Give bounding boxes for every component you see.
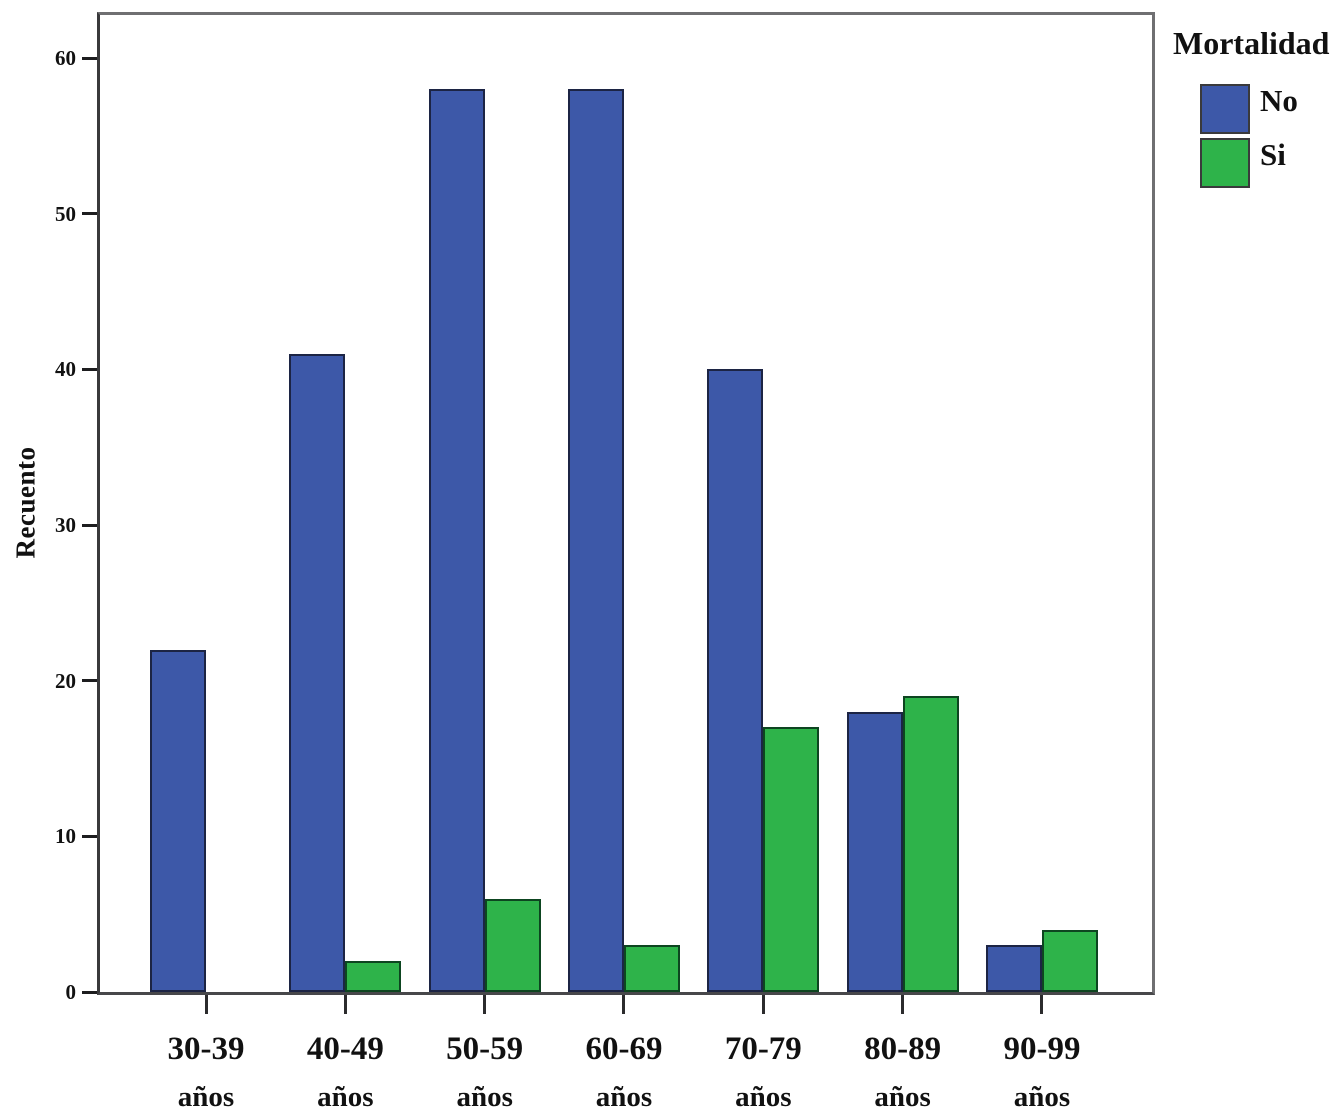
y-tick: [82, 56, 97, 60]
y-tick-label: 0: [65, 980, 77, 1004]
bar-si-50-59: [484, 898, 541, 992]
bar-no-40-49: [289, 353, 346, 992]
y-tick-label: 20: [55, 668, 76, 693]
bar-no-70-79: [707, 369, 764, 992]
y-tick-label: 50: [55, 201, 76, 226]
legend-label-no: No: [1260, 83, 1298, 118]
x-category-label: 80-89 años: [823, 1030, 983, 1110]
x-category-range: 60-69: [585, 1031, 663, 1067]
x-category-label: 70-79 años: [683, 1030, 843, 1110]
x-category-unit: años: [456, 1081, 513, 1110]
legend-items: No Si: [1200, 84, 1341, 192]
bar-si-60-69: [623, 945, 680, 992]
legend-item-no: No: [1200, 84, 1341, 138]
x-category-range: 70-79: [724, 1031, 802, 1067]
x-category-label: 60-69 años: [544, 1030, 704, 1110]
plot-frame: [97, 12, 1155, 995]
x-tick: [204, 995, 208, 1014]
legend: Mortalidad No Si: [1165, 24, 1341, 192]
x-category-label: 50-59 años: [405, 1030, 565, 1110]
bar-si-90-99: [1041, 929, 1098, 992]
x-category-range: 40-49: [306, 1031, 384, 1067]
x-tick: [901, 995, 905, 1014]
y-axis-title: Recuento: [10, 446, 41, 559]
x-category-unit: años: [177, 1081, 235, 1110]
legend-label-si: Si: [1260, 137, 1286, 172]
x-tick: [483, 995, 487, 1014]
y-tick: [82, 679, 97, 683]
bar-no-30-39: [150, 649, 206, 992]
legend-title: Mortalidad: [1173, 25, 1330, 61]
y-tick: [82, 834, 97, 838]
x-tick: [1040, 995, 1044, 1014]
x-tick: [761, 995, 765, 1014]
y-tick: [82, 367, 97, 371]
bar-no-50-59: [428, 89, 485, 992]
x-category-unit: años: [595, 1081, 653, 1110]
x-category-label: 90-99 años: [962, 1030, 1122, 1110]
y-tick-label: 30: [55, 513, 76, 537]
legend-swatch-no: [1200, 84, 1250, 134]
x-category-unit: años: [735, 1081, 792, 1110]
x-category-unit: años: [874, 1081, 931, 1110]
x-tick: [343, 995, 347, 1014]
x-category-range: 50-59: [446, 1031, 524, 1067]
bar-no-60-69: [567, 89, 624, 992]
bar-si-80-89: [902, 696, 959, 992]
legend-swatch-si: [1200, 138, 1250, 188]
legend-item-si: Si: [1200, 138, 1341, 192]
bar-no-80-89: [846, 711, 903, 992]
y-tick-label: 10: [55, 824, 76, 849]
y-tick: [82, 990, 97, 994]
x-tick: [622, 995, 626, 1014]
bar-no-90-99: [985, 945, 1042, 992]
x-category-range: 80-89: [864, 1031, 942, 1067]
x-category-range: 30-39: [167, 1031, 245, 1067]
bar-si-70-79: [763, 727, 820, 992]
y-tick-label: 60: [55, 46, 76, 70]
x-category-unit: años: [317, 1081, 374, 1110]
y-tick: [82, 212, 97, 216]
y-tick-label: 40: [55, 357, 76, 382]
x-category-label: 40-49 años: [265, 1030, 425, 1110]
y-tick: [82, 523, 97, 527]
x-category-label: 30-39 años: [126, 1030, 286, 1110]
x-category-unit: años: [1013, 1081, 1071, 1110]
x-category-range: 90-99: [1003, 1031, 1081, 1067]
bar-si-40-49: [345, 960, 402, 992]
